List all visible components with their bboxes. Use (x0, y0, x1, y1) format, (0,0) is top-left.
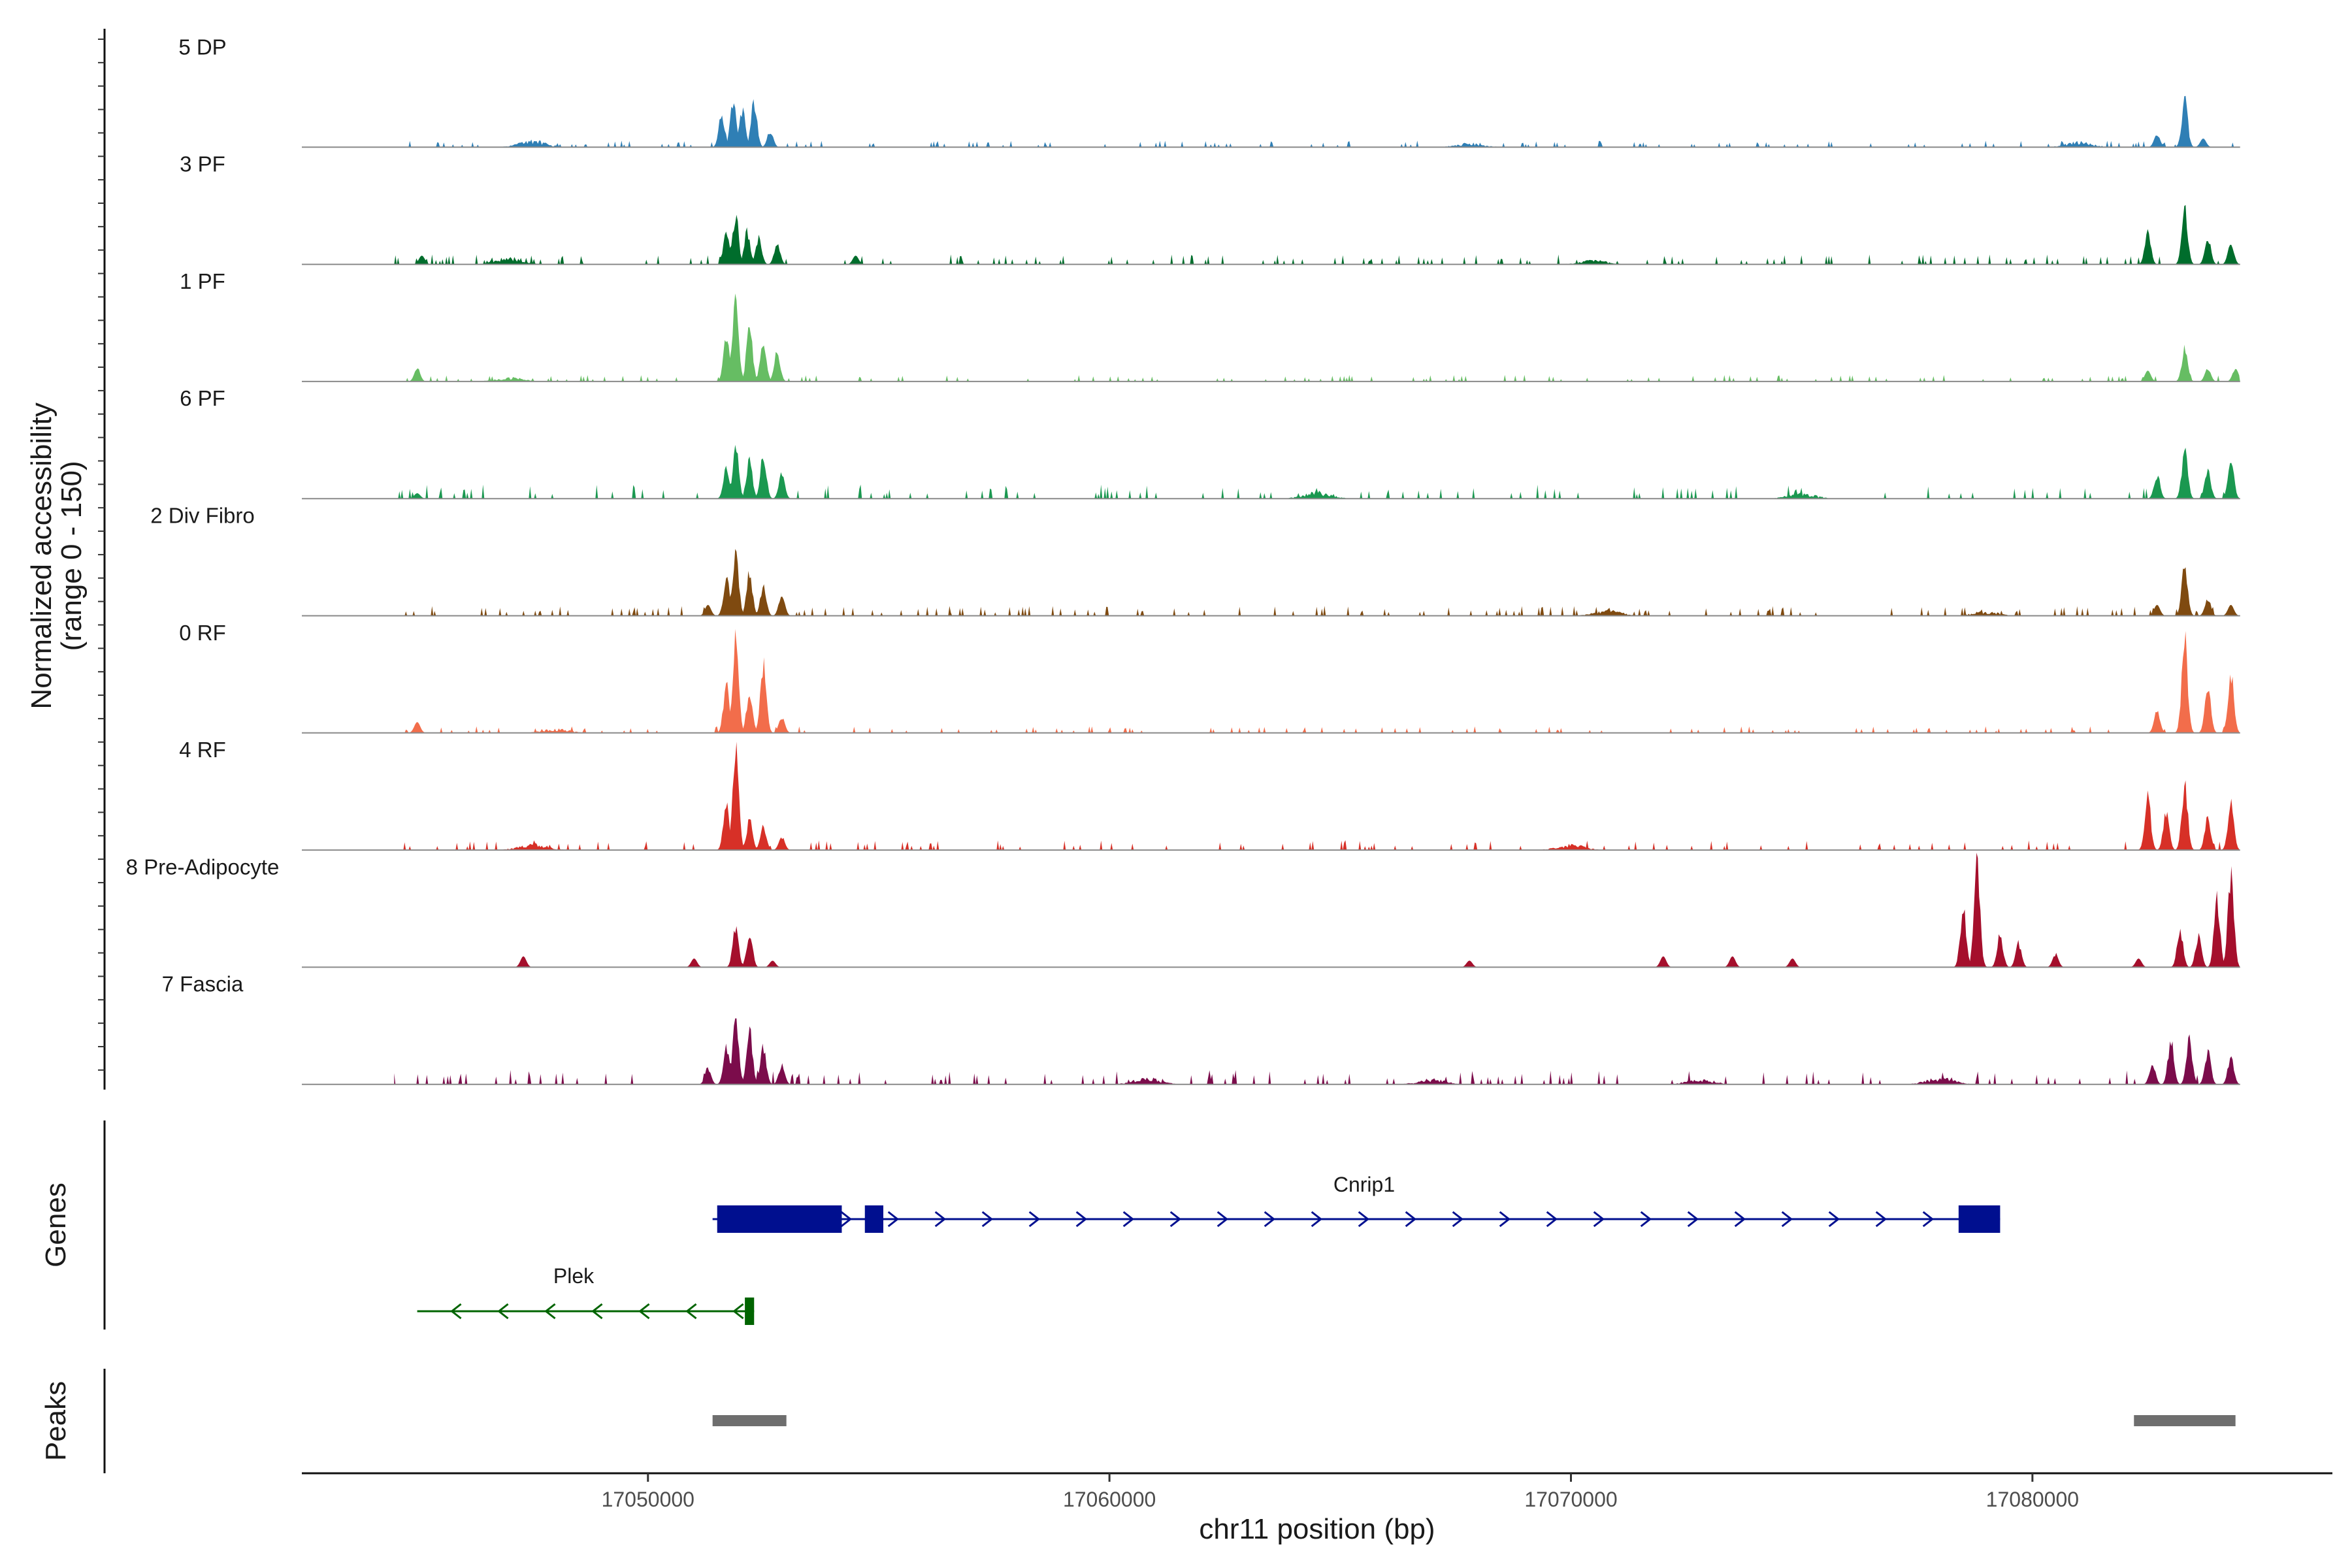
strand-arrow (1640, 1211, 1652, 1228)
coverage-area (394, 1018, 2240, 1085)
strand-arrow (1028, 1211, 1041, 1228)
coverage-tracks: 5 DP 3 PF 1 PF 6 PF 2 Div Fibro 0 RF 4 RF 8 Pre… (98, 29, 2240, 1090)
x-tick-label: 17070000 (1524, 1488, 1617, 1511)
coverage-area (394, 853, 2240, 968)
strand-arrow (1122, 1211, 1135, 1228)
coverage-track: 1 PF (180, 269, 2240, 382)
coverage-track: 2 Div Fibro (150, 504, 2240, 617)
track-label: 0 RF (179, 621, 226, 645)
gene-annotation-track: Cnrip1 Plek (103, 1120, 2001, 1330)
strand-arrow (732, 1303, 744, 1320)
strand-arrow (1311, 1211, 1323, 1228)
strand-arrow (1734, 1211, 1746, 1228)
coverage-track: 7 Fascia (162, 972, 2240, 1085)
strand-arrow (497, 1303, 509, 1320)
strand-arrow (544, 1303, 556, 1320)
x-tick-label: 17080000 (1986, 1488, 2079, 1511)
strand-arrow (1687, 1211, 1699, 1228)
track-label: 6 PF (180, 386, 225, 410)
strand-arrow (1828, 1211, 1840, 1228)
strand-arrow (934, 1211, 947, 1228)
strand-arrow (1075, 1211, 1088, 1228)
strand-arrow (1217, 1211, 1229, 1228)
strand-arrow (1781, 1211, 1793, 1228)
coverage-area (394, 95, 2240, 148)
x-axis-title: chr11 position (bp) (1199, 1513, 1435, 1545)
coverage-area (394, 204, 2240, 265)
x-axis: 17050000 17060000 17070000 17080000 (302, 1472, 2332, 1511)
strand-arrow (1546, 1211, 1558, 1228)
exon (717, 1205, 842, 1233)
gene-label: Cnrip1 (1333, 1173, 1395, 1196)
exon (745, 1298, 755, 1325)
coverage-area (394, 629, 2240, 733)
strand-arrow (1875, 1211, 1887, 1228)
strand-arrow (1499, 1211, 1511, 1228)
strand-arrow (840, 1211, 853, 1228)
track-label: 2 Div Fibro (150, 504, 255, 528)
strand-arrow (1593, 1211, 1605, 1228)
coverage-track: 8 Pre-Adipocyte (126, 853, 2240, 968)
peaks-track (103, 1369, 2236, 1473)
strand-arrow (1922, 1211, 1935, 1228)
strand-arrow (981, 1211, 994, 1228)
track-label: 8 Pre-Adipocyte (126, 855, 280, 879)
track-label: 4 RF (179, 738, 226, 762)
peaks-track-title: Peaks (40, 1381, 72, 1461)
x-tick-label: 17050000 (602, 1488, 694, 1511)
strand-arrow (591, 1303, 603, 1320)
exon (1958, 1205, 2001, 1233)
gene-model: Cnrip1 (712, 1173, 2001, 1233)
coverage-track: 0 RF (179, 621, 2240, 734)
coverage-track: 3 PF (180, 152, 2240, 265)
track-label: 7 Fascia (162, 972, 244, 996)
coverage-area (394, 742, 2240, 851)
strand-arrow (685, 1303, 697, 1320)
y-axis-range-label: (range 0 - 150) (56, 461, 88, 651)
x-tick-label: 17060000 (1063, 1488, 1156, 1511)
gene-label: Plek (553, 1264, 595, 1288)
y-axis-title: Normalized accessibility (25, 402, 57, 709)
coverage-area (394, 549, 2240, 616)
coverage-track: 6 PF (180, 386, 2240, 500)
strand-arrow (1358, 1211, 1370, 1228)
strand-arrow (1264, 1211, 1276, 1228)
strand-arrow (1169, 1211, 1182, 1228)
track-label: 1 PF (180, 269, 225, 293)
peak-region (712, 1415, 787, 1426)
peak-region (2134, 1415, 2236, 1426)
strand-arrow (1405, 1211, 1417, 1228)
coverage-area (394, 444, 2240, 499)
track-label: 3 PF (180, 152, 225, 176)
gene-model: Plek (417, 1264, 755, 1325)
coverage-track: 4 RF (179, 738, 2240, 851)
genes-track-title: Genes (40, 1183, 72, 1267)
strand-arrow (1452, 1211, 1464, 1228)
strand-arrow (450, 1303, 462, 1320)
coverage-area (394, 293, 2240, 382)
coverage-track: 5 DP (178, 35, 2240, 148)
strand-arrow (887, 1211, 900, 1228)
track-label: 5 DP (178, 35, 226, 59)
strand-arrow (638, 1303, 650, 1320)
exon (864, 1205, 884, 1233)
